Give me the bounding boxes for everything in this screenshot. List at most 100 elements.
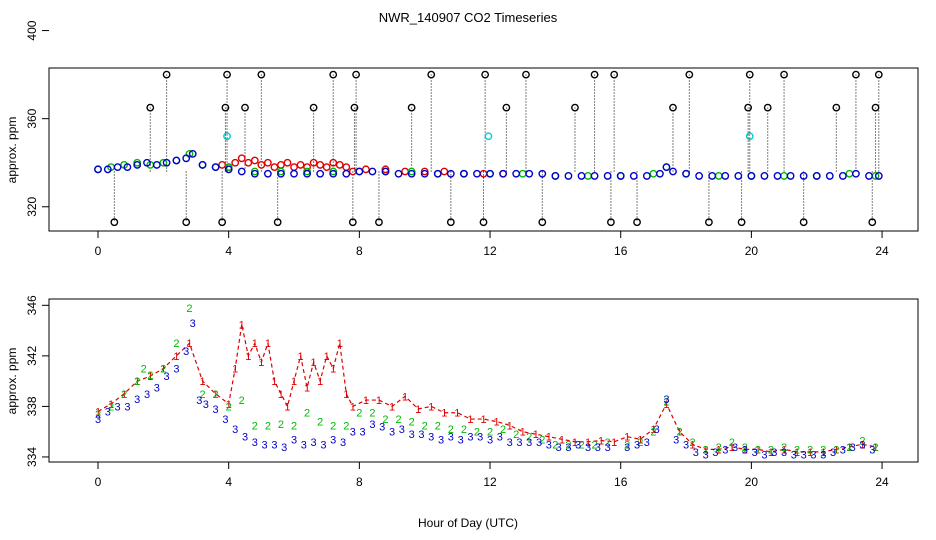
point-blue [123, 163, 132, 172]
bottom-plot-frame [48, 298, 919, 463]
top-y-tick-label: 400 [25, 20, 39, 40]
point-series-3: 3 [644, 437, 650, 449]
point-series-1: 1 [859, 439, 865, 451]
point-black-flagged [479, 218, 488, 227]
point-red [277, 161, 285, 169]
point-series-1: 1 [402, 391, 408, 403]
bottom-x-tick-label: 20 [745, 475, 759, 489]
point-series-1: 1 [297, 351, 303, 363]
point-blue [263, 169, 272, 178]
point-green [584, 172, 592, 180]
point-series-1: 1 [186, 338, 192, 350]
point-series-1: 1 [650, 424, 656, 436]
point-black-flagged [669, 103, 677, 112]
point-blue [590, 172, 599, 180]
point-red [250, 156, 259, 165]
point-series-1: 1 [820, 447, 826, 459]
chart-title: NWR_140907 CO2 Timeseries [379, 10, 558, 25]
point-series-1: 1 [213, 389, 219, 401]
point-series-1: 1 [95, 406, 101, 418]
point-series-2: 2 [578, 439, 584, 451]
point-black-flagged [407, 103, 416, 112]
point-series-3: 3 [340, 437, 346, 449]
point-black-flagged [590, 70, 599, 79]
point-blue [564, 172, 573, 180]
point-blue [812, 172, 821, 180]
point-series-1: 1 [781, 444, 787, 456]
point-series-1: 1 [467, 414, 473, 426]
point-black-flagged [852, 70, 860, 79]
top-x-tick-label: 20 [745, 244, 759, 258]
top-x-tick-label: 0 [95, 244, 102, 258]
point-green [649, 169, 658, 178]
point-series-2: 2 [833, 444, 839, 456]
point-black-flagged [110, 218, 119, 227]
point-blue [368, 167, 377, 176]
point-red [401, 167, 409, 176]
point-series-1: 1 [252, 338, 258, 350]
point-series-1: 1 [690, 439, 696, 451]
point-blue [734, 172, 743, 180]
point-series-1: 1 [284, 401, 290, 413]
point-series-3: 3 [467, 432, 473, 444]
top-x-tick-label: 12 [483, 244, 497, 258]
point-series-3: 3 [242, 432, 248, 444]
point-blue [329, 169, 338, 178]
point-blue [381, 167, 390, 176]
point-blue [603, 172, 612, 180]
point-series-3: 3 [222, 414, 228, 426]
point-black-flagged [744, 103, 753, 112]
point-blue [525, 169, 534, 178]
point-series-2: 2 [199, 389, 205, 401]
point-blue [499, 169, 508, 178]
point-blue [446, 169, 455, 178]
point-series-1: 1 [324, 351, 330, 363]
point-black-flagged [273, 218, 282, 227]
point-series-3: 3 [487, 434, 493, 446]
point-blue [799, 172, 808, 180]
top-plot-frame [48, 67, 919, 232]
point-series-2: 2 [369, 408, 375, 420]
point-cyan [745, 132, 754, 141]
point-series-1: 1 [317, 376, 323, 388]
point-series-3: 3 [761, 449, 767, 461]
point-series-1: 1 [376, 395, 382, 407]
point-series-3: 3 [144, 389, 150, 401]
point-series-2: 2 [781, 442, 787, 454]
point-blue [656, 169, 664, 178]
point-blue [786, 172, 795, 180]
point-series-1: 1 [742, 444, 748, 456]
point-black-flagged [571, 103, 579, 112]
point-series-1: 1 [807, 447, 813, 459]
point-series-3: 3 [791, 449, 797, 461]
point-series-1: 1 [833, 444, 839, 456]
point-black-flagged [218, 218, 227, 227]
point-series-1: 1 [330, 363, 336, 375]
point-series-2: 2 [448, 424, 454, 436]
point-series-1: 1 [872, 442, 878, 454]
point-series-3: 3 [732, 442, 738, 454]
bottom-x-tick-label: 4 [225, 475, 232, 489]
point-series-1: 1 [343, 389, 349, 401]
point-series-3: 3 [801, 449, 807, 461]
point-series-1: 1 [350, 401, 356, 413]
point-series-2: 2 [226, 401, 232, 413]
point-series-3: 3 [173, 363, 179, 375]
point-black-flagged [481, 70, 490, 79]
point-black-flagged [538, 218, 547, 227]
top-y-tick-label: 320 [25, 196, 39, 216]
point-series-1: 1 [108, 399, 114, 411]
point-series-3: 3 [458, 434, 464, 446]
point-series-3: 3 [213, 404, 219, 416]
point-blue [250, 169, 259, 178]
point-series-2: 2 [474, 427, 480, 439]
point-series-1: 1 [768, 447, 774, 459]
point-series-1: 1 [147, 371, 153, 383]
point-series-3: 3 [634, 439, 640, 451]
point-series-2: 2 [742, 442, 748, 454]
point-series-2: 2 [252, 420, 258, 432]
point-series-3: 3 [183, 346, 189, 358]
point-blue [103, 165, 112, 174]
point-series-1: 1 [226, 399, 232, 411]
